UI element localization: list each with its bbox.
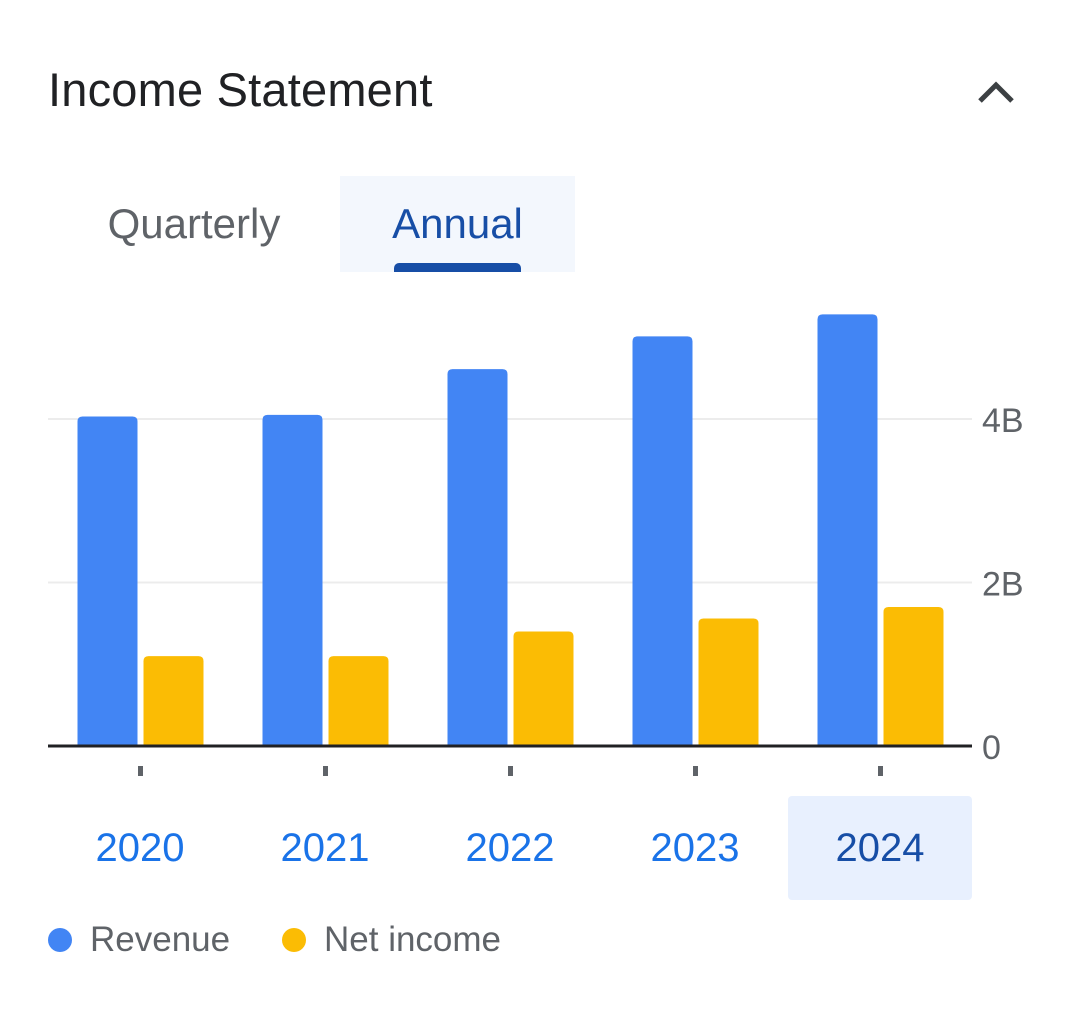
net-income-bar xyxy=(883,607,944,746)
net-income-bar xyxy=(513,631,574,746)
net-income-bar xyxy=(698,618,759,746)
revenue-bar xyxy=(77,416,138,746)
tab-quarterly[interactable]: Quarterly xyxy=(107,200,281,247)
legend-net-income-label: Net income xyxy=(324,920,502,959)
year-2020-button[interactable]: 2020 xyxy=(95,825,185,870)
net-income-bar xyxy=(143,656,204,746)
legend-net-income: Net income xyxy=(282,920,501,960)
tab-selected-indicator xyxy=(394,263,521,272)
tab-annual[interactable]: Annual xyxy=(340,176,575,272)
year-2023-button[interactable]: 2023 xyxy=(650,825,740,870)
revenue-bar xyxy=(262,414,323,746)
section-title: Income Statement xyxy=(48,63,433,116)
net-income-dot-icon xyxy=(282,928,306,952)
revenue-bar xyxy=(817,314,878,746)
legend-revenue: Revenue xyxy=(48,920,230,960)
year-2021-button[interactable]: 2021 xyxy=(280,825,370,870)
y-tick-label: 4B xyxy=(982,402,1024,440)
year-2024-button[interactable]: 2024 xyxy=(788,796,972,900)
net-income-bar xyxy=(328,656,389,746)
y-tick-label: 0 xyxy=(982,729,1001,767)
revenue-bar xyxy=(632,336,693,746)
revenue-bar xyxy=(447,369,508,746)
income-chart: 0 2B 4B xyxy=(48,314,1024,776)
chevron-up-icon xyxy=(978,81,1014,103)
y-tick-label: 2B xyxy=(982,566,1024,604)
legend-revenue-label: Revenue xyxy=(90,920,231,959)
year-2022-button[interactable]: 2022 xyxy=(465,825,555,870)
collapse-button[interactable] xyxy=(970,66,1022,118)
revenue-dot-icon xyxy=(48,928,72,952)
